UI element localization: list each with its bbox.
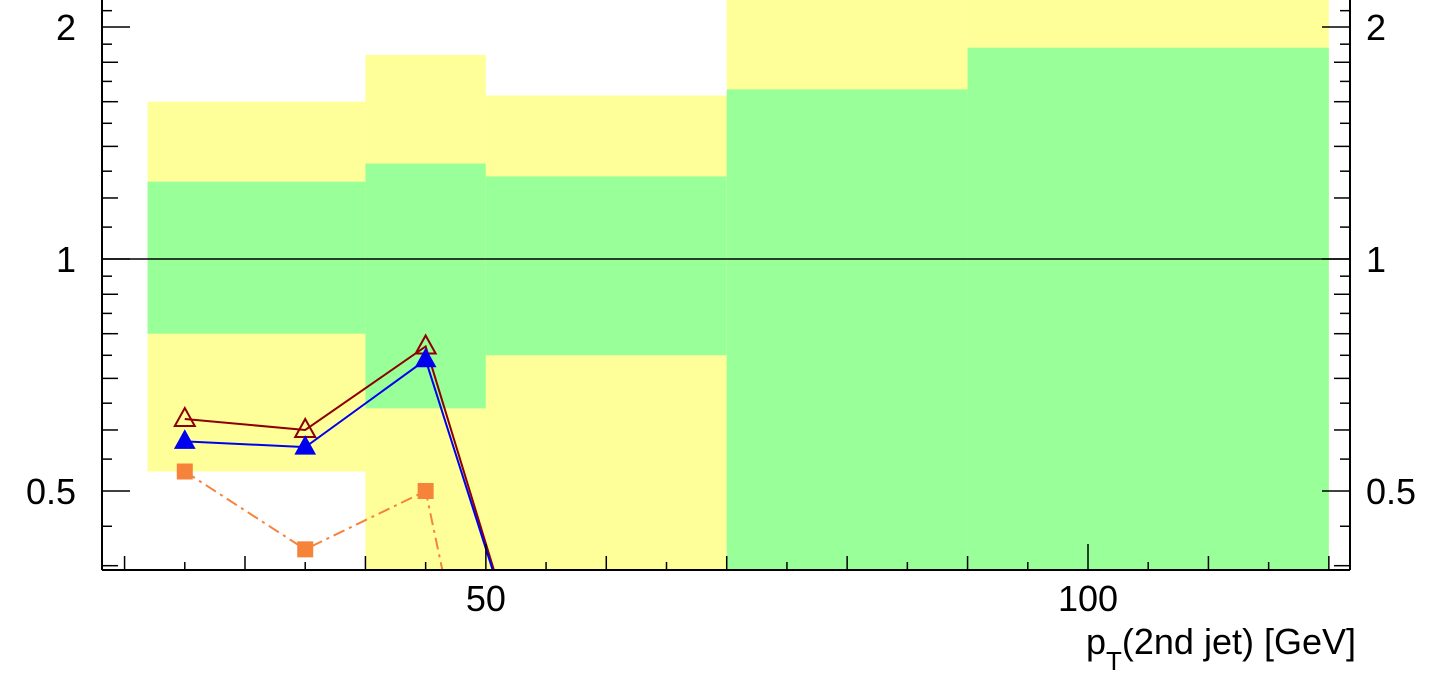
- y-tick-label-left-0.5: 0.5: [26, 471, 76, 512]
- point-square-2-1: [297, 541, 314, 558]
- series-line-0: [184, 344, 495, 570]
- point-square-2-0: [176, 463, 193, 480]
- y-tick-label-right-2: 2: [1366, 7, 1386, 48]
- y-tick-label-left-1: 1: [56, 239, 76, 280]
- band-green-4: [967, 47, 1329, 570]
- uncertainty-bands: [147, 0, 1329, 570]
- point-triangle-1-1: [294, 435, 317, 455]
- tick-labels: 50 100 0.5 0.5 1 1 2 2: [26, 7, 1416, 619]
- point-triangle-1-0: [173, 429, 196, 449]
- band-green-1: [365, 163, 486, 409]
- x-tick-label-100: 100: [1058, 578, 1118, 619]
- y-tick-label-left-2: 2: [56, 7, 76, 48]
- point-square-2-2: [417, 483, 434, 499]
- band-green-3: [726, 89, 968, 570]
- data-series: [173, 333, 495, 570]
- axis-ticks: [102, 9, 1350, 570]
- x-axis-title: pT(2nd jet) [GeV]: [1086, 621, 1356, 676]
- series-line-2: [184, 470, 444, 570]
- y-tick-label-right-0.5: 0.5: [1366, 471, 1416, 512]
- point-triangle-1-2: [414, 347, 437, 368]
- x-tick-label-50: 50: [466, 578, 506, 619]
- point-triangle-0-0: [173, 405, 197, 428]
- band-green-0: [147, 181, 366, 334]
- y-tick-label-right-1: 1: [1366, 239, 1386, 280]
- band-green-2: [485, 176, 727, 356]
